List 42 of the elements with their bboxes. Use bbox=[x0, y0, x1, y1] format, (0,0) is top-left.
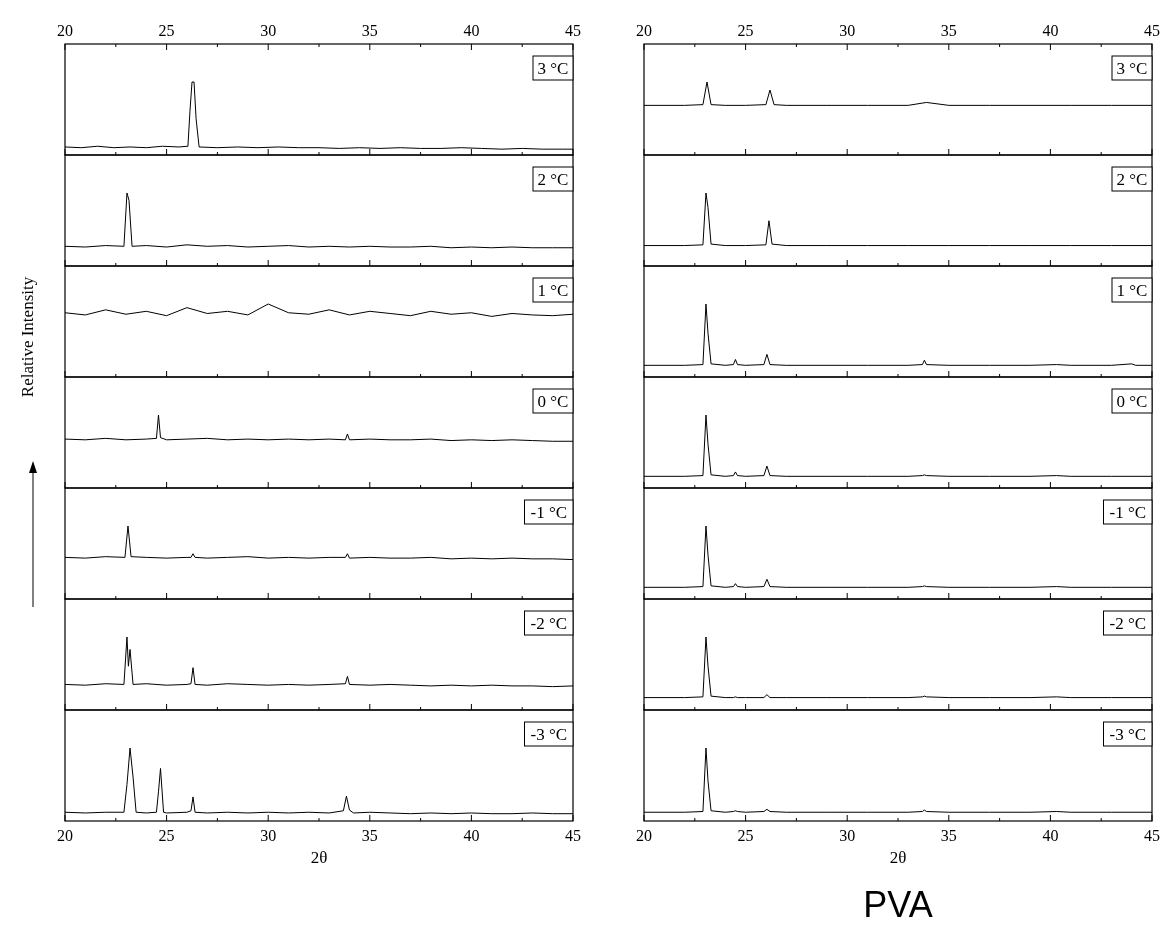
x-tick-label: 40 bbox=[463, 22, 480, 39]
x-tick-label: 30 bbox=[260, 827, 277, 844]
text: 2 °C bbox=[537, 170, 569, 189]
x-tick-label: 40 bbox=[1042, 827, 1059, 844]
x-tick-label: 35 bbox=[940, 827, 957, 844]
text: -2 °C bbox=[530, 614, 568, 633]
text: -2 °C bbox=[1109, 614, 1147, 633]
text: PVA bbox=[863, 884, 933, 925]
x-tick-label: 30 bbox=[839, 827, 856, 844]
text: 1 °C bbox=[1116, 281, 1148, 300]
text: 1 °C bbox=[537, 281, 569, 300]
x-tick-label: 20 bbox=[636, 22, 652, 39]
x-axis-title: 2θ bbox=[310, 848, 328, 867]
text: 3 °C bbox=[537, 59, 569, 78]
x-tick-label: 45 bbox=[565, 22, 581, 39]
text: -3 °C bbox=[1109, 725, 1147, 744]
x-tick-label: 30 bbox=[839, 22, 856, 39]
text: 2 °C bbox=[1116, 170, 1148, 189]
text: 3 °C bbox=[1116, 59, 1148, 78]
text: -1 °C bbox=[1109, 503, 1147, 522]
x-tick-label: 35 bbox=[361, 827, 378, 844]
text: 0 °C bbox=[1116, 392, 1148, 411]
y-axis-title: Relative Intensity bbox=[18, 276, 37, 398]
text: 0 °C bbox=[537, 392, 569, 411]
x-tick-label: 40 bbox=[1042, 22, 1059, 39]
x-tick-label: 35 bbox=[940, 22, 957, 39]
x-tick-label: 20 bbox=[636, 827, 652, 844]
x-tick-label: 40 bbox=[463, 827, 480, 844]
x-tick-label: 45 bbox=[565, 827, 581, 844]
x-tick-label: 20 bbox=[57, 827, 73, 844]
x-tick-label: 20 bbox=[57, 22, 73, 39]
x-tick-label: 30 bbox=[260, 22, 277, 39]
x-tick-label: 45 bbox=[1144, 22, 1160, 39]
x-tick-label: 45 bbox=[1144, 827, 1160, 844]
text: -1 °C bbox=[530, 503, 568, 522]
x-tick-label: 25 bbox=[158, 827, 175, 844]
x-tick-label: 25 bbox=[158, 22, 175, 39]
x-axis-title: 2θ bbox=[889, 848, 907, 867]
text: -3 °C bbox=[530, 725, 568, 744]
x-tick-label: 25 bbox=[737, 22, 754, 39]
x-tick-label: 25 bbox=[737, 827, 754, 844]
x-tick-label: 35 bbox=[361, 22, 378, 39]
